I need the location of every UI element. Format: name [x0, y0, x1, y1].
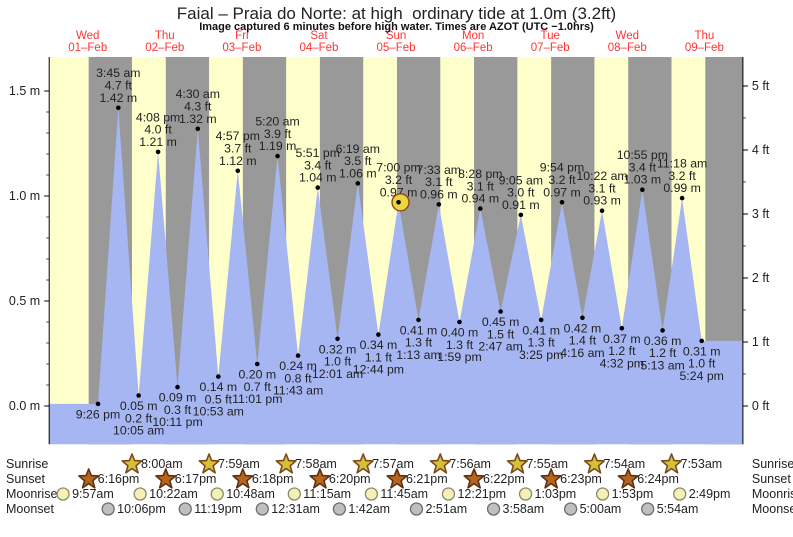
svg-text:Moonrise: Moonrise	[752, 487, 793, 501]
svg-text:Moonset: Moonset	[6, 502, 54, 516]
svg-text:11:15am: 11:15am	[303, 487, 351, 501]
svg-text:Sunrise: Sunrise	[6, 457, 48, 471]
svg-text:05–Feb: 05–Feb	[377, 42, 416, 54]
svg-text:11:45am: 11:45am	[380, 487, 428, 501]
svg-text:Sunrise: Sunrise	[752, 457, 793, 471]
svg-text:11:19pm: 11:19pm	[194, 502, 242, 516]
svg-text:3 ft: 3 ft	[752, 207, 770, 221]
svg-text:3:58am: 3:58am	[503, 502, 545, 516]
svg-text:1.03 m: 1.03 m	[624, 173, 662, 187]
svg-text:1:53pm: 1:53pm	[612, 487, 654, 501]
svg-text:0.0 m: 0.0 m	[9, 399, 40, 413]
svg-text:2:51am: 2:51am	[425, 502, 467, 516]
svg-text:5:00am: 5:00am	[580, 502, 622, 516]
svg-text:07–Feb: 07–Feb	[531, 42, 570, 54]
svg-text:1.19 m: 1.19 m	[259, 139, 297, 153]
svg-text:6:24pm: 6:24pm	[637, 472, 679, 486]
svg-text:1.21 m: 1.21 m	[139, 135, 177, 149]
svg-text:6:17pm: 6:17pm	[175, 472, 217, 486]
svg-text:06–Feb: 06–Feb	[454, 42, 493, 54]
svg-text:1.42 m: 1.42 m	[100, 91, 138, 105]
svg-text:10:06pm: 10:06pm	[117, 502, 166, 516]
svg-text:01–Feb: 01–Feb	[68, 42, 107, 54]
svg-text:11:43 am: 11:43 am	[273, 384, 323, 398]
svg-text:7:54am: 7:54am	[603, 457, 645, 471]
svg-text:10:48am: 10:48am	[226, 487, 275, 501]
svg-text:0.93 m: 0.93 m	[583, 194, 621, 208]
svg-text:2 ft: 2 ft	[752, 271, 770, 285]
svg-text:1 ft: 1 ft	[752, 335, 770, 349]
svg-text:6:16pm: 6:16pm	[98, 472, 140, 486]
svg-text:0 ft: 0 ft	[752, 399, 770, 413]
svg-text:0.94 m: 0.94 m	[462, 192, 500, 206]
svg-text:7:59am: 7:59am	[218, 457, 260, 471]
svg-text:7:56am: 7:56am	[449, 457, 491, 471]
svg-text:02–Feb: 02–Feb	[145, 42, 184, 54]
svg-text:1:59 pm: 1:59 pm	[437, 350, 481, 364]
svg-text:Moonset: Moonset	[752, 502, 793, 516]
svg-text:5 ft: 5 ft	[752, 79, 770, 93]
svg-text:1.32 m: 1.32 m	[179, 112, 217, 126]
svg-text:0.97 m: 0.97 m	[543, 185, 581, 199]
svg-text:8:00am: 8:00am	[141, 457, 183, 471]
svg-text:12:21pm: 12:21pm	[457, 487, 506, 501]
svg-text:03–Feb: 03–Feb	[222, 42, 261, 54]
svg-text:1.5 m: 1.5 m	[9, 84, 40, 98]
svg-text:0.99 m: 0.99 m	[663, 181, 701, 195]
svg-text:0.5 m: 0.5 m	[9, 294, 40, 308]
svg-text:0.91 m: 0.91 m	[502, 198, 540, 212]
svg-text:5:24 pm: 5:24 pm	[679, 369, 723, 383]
svg-text:9:57am: 9:57am	[72, 487, 114, 501]
svg-text:9:26 pm: 9:26 pm	[76, 407, 120, 421]
svg-text:1:13 am: 1:13 am	[396, 348, 440, 362]
svg-text:4:16 am: 4:16 am	[560, 346, 604, 360]
svg-text:Sunset: Sunset	[6, 472, 45, 486]
svg-text:1.06 m: 1.06 m	[339, 166, 377, 180]
svg-text:1.0 m: 1.0 m	[9, 189, 40, 203]
svg-text:1:03pm: 1:03pm	[535, 487, 577, 501]
svg-text:6:23pm: 6:23pm	[560, 472, 602, 486]
svg-text:09–Feb: 09–Feb	[685, 42, 724, 54]
svg-text:7:55am: 7:55am	[526, 457, 568, 471]
svg-text:6:22pm: 6:22pm	[483, 472, 525, 486]
svg-text:Sunset: Sunset	[752, 472, 791, 486]
svg-text:5:13 am: 5:13 am	[640, 359, 684, 373]
svg-text:7:57am: 7:57am	[372, 457, 414, 471]
svg-text:6:21pm: 6:21pm	[406, 472, 448, 486]
svg-text:0.96 m: 0.96 m	[420, 187, 458, 201]
svg-text:2:49pm: 2:49pm	[689, 487, 731, 501]
svg-text:08–Feb: 08–Feb	[608, 42, 647, 54]
svg-text:12:44 pm: 12:44 pm	[353, 363, 404, 377]
svg-text:7:53am: 7:53am	[681, 457, 723, 471]
svg-text:10:53 am: 10:53 am	[193, 405, 244, 419]
svg-text:1:42am: 1:42am	[348, 502, 390, 516]
svg-text:1.04 m: 1.04 m	[299, 171, 337, 185]
svg-text:1.12 m: 1.12 m	[219, 154, 257, 168]
svg-text:4 ft: 4 ft	[752, 143, 770, 157]
svg-text:12:31am: 12:31am	[271, 502, 320, 516]
svg-text:4:32 pm: 4:32 pm	[600, 356, 644, 370]
svg-text:3:25 pm: 3:25 pm	[519, 348, 563, 362]
svg-text:6:20pm: 6:20pm	[329, 472, 371, 486]
svg-text:Moonrise: Moonrise	[6, 487, 57, 501]
svg-text:7:58am: 7:58am	[295, 457, 337, 471]
svg-text:6:18pm: 6:18pm	[252, 472, 294, 486]
svg-text:5:54am: 5:54am	[657, 502, 699, 516]
svg-text:2:47 am: 2:47 am	[478, 340, 522, 354]
svg-text:10:22am: 10:22am	[149, 487, 198, 501]
svg-text:04–Feb: 04–Feb	[299, 42, 338, 54]
